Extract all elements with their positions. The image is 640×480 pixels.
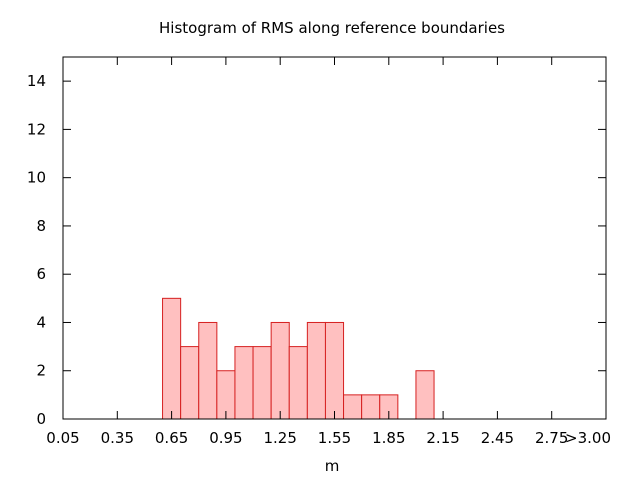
x-tick-label: 1.85 xyxy=(372,429,405,447)
histogram-bar xyxy=(162,297,182,420)
x-tick-label: 1.25 xyxy=(263,429,296,447)
bars-group xyxy=(162,297,435,420)
y-tick-label: 4 xyxy=(36,313,46,331)
x-axis-label: m xyxy=(325,457,340,475)
histogram-bar xyxy=(324,321,345,420)
y-tick-label: 6 xyxy=(36,265,46,283)
histogram-bar xyxy=(415,370,435,420)
x-tick-label: 0.65 xyxy=(155,429,188,447)
y-tick-label: 2 xyxy=(36,362,46,380)
chart-title: Histogram of RMS along reference boundar… xyxy=(159,19,505,37)
histogram-bar xyxy=(343,394,363,420)
histogram-bar xyxy=(306,321,326,420)
x-tick-label: 2.15 xyxy=(426,429,459,447)
x-tick-label: 2.75 xyxy=(535,429,568,447)
histogram-bar xyxy=(234,346,254,420)
histogram-bar xyxy=(270,321,290,420)
y-tick-label: 0 xyxy=(36,410,46,428)
y-axis: 0 2 4 6 8 10 12 14 xyxy=(27,72,606,428)
x-axis: 0.05 0.35 0.65 0.95 1.25 1.55 1.85 2.15 2.45 2.75… xyxy=(46,57,611,447)
x-tick-label: 0.05 xyxy=(46,429,79,447)
x-tick-label: 1.55 xyxy=(318,429,351,447)
histogram-bar xyxy=(361,394,381,420)
y-tick-label: 12 xyxy=(27,120,46,138)
histogram-bar xyxy=(180,346,200,420)
x-tick-label: 0.35 xyxy=(101,429,134,447)
y-tick-label: 10 xyxy=(27,169,46,187)
y-tick-label: 8 xyxy=(36,217,46,235)
histogram-bar xyxy=(288,346,308,420)
histogram-bar xyxy=(252,346,272,420)
histogram-bar xyxy=(198,321,218,420)
x-tick-label: 2.45 xyxy=(481,429,514,447)
x-tick-label: >3.00 xyxy=(565,429,611,447)
x-tick-label: 0.95 xyxy=(209,429,242,447)
y-tick-label: 14 xyxy=(27,72,46,90)
